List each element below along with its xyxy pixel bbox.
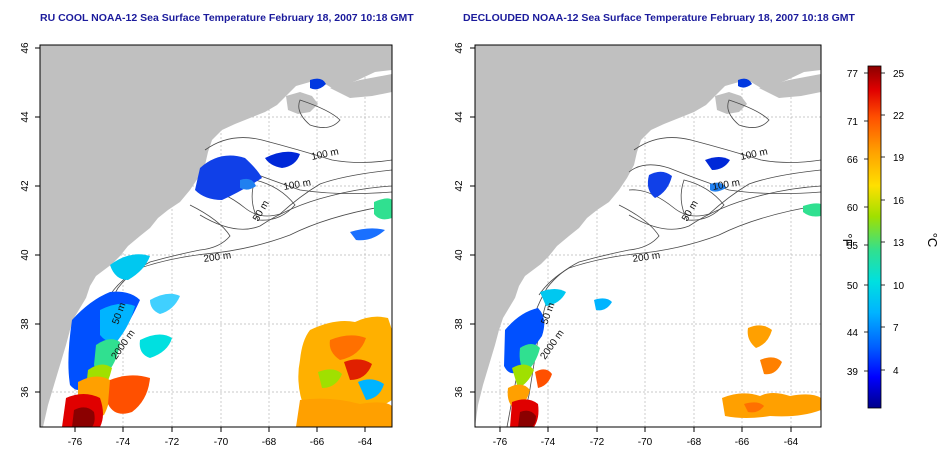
lon-tick-label: -64 (784, 437, 799, 448)
lat-tick-labels: 36 38 40 42 44 46 (454, 42, 465, 398)
lat-tick-label: 36 (20, 386, 31, 398)
celsius-ticks: 25 22 19 16 13 10 7 4 (893, 69, 905, 377)
lat-tick-label: 38 (20, 318, 31, 330)
f-tick-label: 71 (847, 117, 859, 128)
delaware-bay (513, 298, 520, 318)
lon-tick-label: -70 (214, 437, 229, 448)
map-border (39, 44, 393, 428)
contour-label-100m-b: 100 m (712, 177, 741, 193)
lon-tick-label: -66 (310, 437, 325, 448)
colorbar: 77 71 66 60 55 50 44 39 25 22 19 16 13 1… (840, 65, 940, 409)
panel-title-raw: RU COOL NOAA-12 Sea Surface Temperature … (40, 12, 414, 24)
c-tick-label: 22 (893, 111, 905, 122)
c-tick-label: 25 (893, 69, 905, 80)
axis-ticks (470, 47, 792, 432)
land-mass (475, 45, 821, 427)
cape-breton (330, 74, 392, 98)
nova-scotia (286, 92, 318, 114)
lon-tick-label: -76 (493, 437, 508, 448)
f-tick-label: 39 (847, 367, 859, 378)
lon-tick-label: -72 (590, 437, 605, 448)
lon-tick-label: -74 (541, 437, 556, 448)
f-tick-label: 60 (847, 203, 859, 214)
lat-tick-label: 46 (454, 42, 465, 54)
fahrenheit-ticks: 77 71 66 60 55 50 44 39 (847, 69, 859, 378)
lon-tick-label: -74 (116, 437, 131, 448)
lon-tick-labels: -76 -74 -72 -70 -68 -66 -64 (68, 437, 373, 448)
lat-tick-label: 44 (20, 111, 31, 123)
f-tick-label: 77 (847, 69, 859, 80)
contour-label-200m: 200 m (203, 250, 232, 265)
f-tick-label: 50 (847, 281, 859, 292)
c-tick-label: 7 (893, 323, 899, 334)
sst-map-declouded: -76 -74 -72 -70 -68 -66 -64 36 38 40 42 … (454, 42, 822, 448)
colorbar-ticks (864, 72, 885, 372)
f-tick-label: 66 (847, 155, 859, 166)
lat-tick-label: 40 (454, 249, 465, 261)
lat-tick-label: 40 (20, 249, 31, 261)
axis-ticks (35, 47, 366, 432)
land-mass (40, 45, 392, 427)
lon-tick-label: -64 (358, 437, 373, 448)
c-tick-label: 10 (893, 281, 905, 292)
lon-tick-label: -70 (638, 437, 653, 448)
chesapeake-bay (497, 330, 505, 365)
panel-title-declouded: DECLOUDED NOAA-12 Sea Surface Temperatur… (463, 12, 855, 24)
fahrenheit-unit-label: °F (840, 233, 855, 246)
f-tick-label: 44 (847, 328, 859, 339)
c-tick-label: 13 (893, 238, 905, 249)
lat-tick-labels: 36 38 40 42 44 46 (20, 42, 31, 398)
lon-tick-label: -76 (68, 437, 83, 448)
lon-tick-label: -72 (165, 437, 180, 448)
lat-tick-label: 42 (454, 180, 465, 192)
lon-tick-label: -68 (262, 437, 277, 448)
lat-tick-label: 42 (20, 180, 31, 192)
sst-map-raw: 100 m 100 m 50 m 200 m 50 m 2000 m -76 -… (20, 42, 393, 448)
f-tick-label: 55 (847, 241, 859, 252)
celsius-unit-label: °C (925, 233, 940, 248)
nova-scotia (715, 92, 747, 114)
cape-cod-bay (176, 211, 200, 218)
sst-data (504, 78, 821, 427)
lon-tick-label: -68 (687, 437, 702, 448)
cape-breton (759, 74, 821, 98)
cape-cod-bay (605, 211, 629, 218)
colorbar-scale (867, 65, 882, 409)
lat-tick-label: 38 (454, 318, 465, 330)
contour-label-100m-b: 100 m (283, 177, 312, 193)
map-border (474, 44, 822, 428)
c-tick-label: 4 (893, 366, 899, 377)
lat-tick-label: 44 (454, 111, 465, 123)
c-tick-label: 16 (893, 196, 905, 207)
contour-label-200m: 200 m (632, 250, 661, 265)
c-tick-label: 19 (893, 153, 905, 164)
sst-data (62, 78, 392, 427)
lat-tick-label: 46 (20, 42, 31, 54)
lon-tick-labels: -76 -74 -72 -70 -68 -66 -64 (493, 437, 799, 448)
lat-tick-label: 36 (454, 386, 465, 398)
lon-tick-label: -66 (735, 437, 750, 448)
